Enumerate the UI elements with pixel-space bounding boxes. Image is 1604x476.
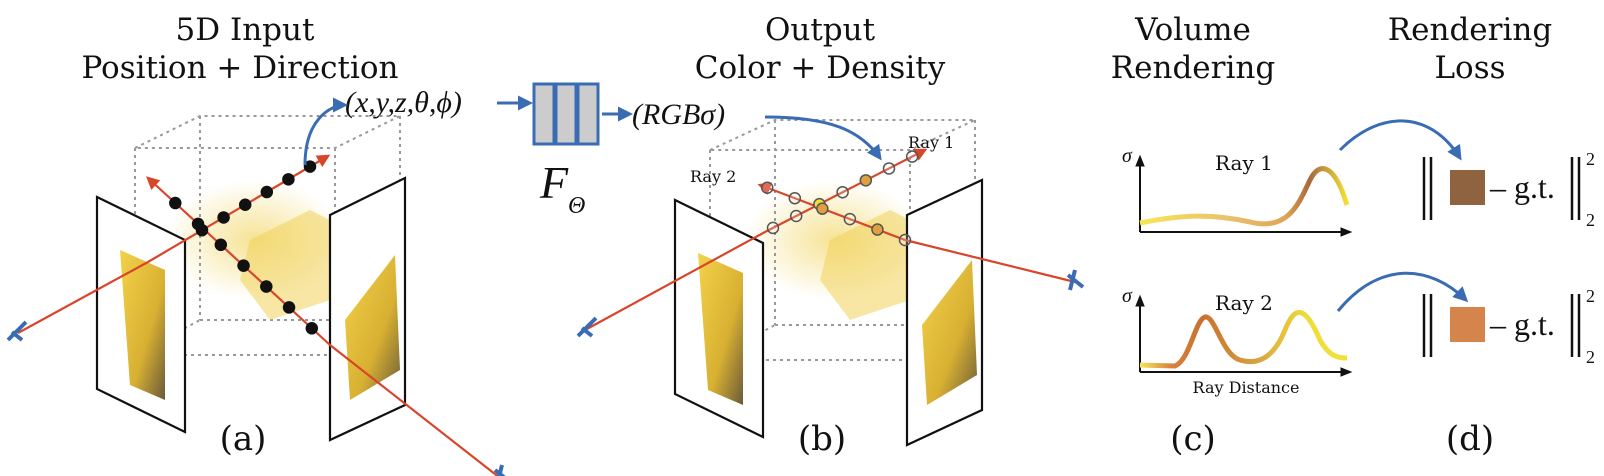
- network-label: F: [539, 157, 569, 208]
- bulldozer-image-right-b: [922, 260, 977, 405]
- sample-point: [303, 160, 317, 173]
- panel-b-scene: Ray 1 Ray 2: [576, 115, 1085, 447]
- norm-superscript-2: 2: [1586, 286, 1595, 306]
- sample-point: [859, 174, 873, 187]
- plot2-x-label: Ray Distance: [1193, 378, 1300, 397]
- title-c-line2: Rendering: [1111, 50, 1275, 86]
- caption-d: (d): [1446, 419, 1494, 459]
- camera-eye-icon: [6, 320, 28, 342]
- sample-points-a: [169, 160, 319, 335]
- sample-point: [789, 209, 803, 223]
- title-d-line1: Rendering: [1388, 12, 1552, 48]
- ray-2-outside: [329, 344, 500, 476]
- panel-c-plots: σ Ray 1 σ Ray 2 Ray Distance: [1122, 145, 1353, 397]
- sample-point: [836, 185, 849, 199]
- ray-1-label: Ray 1: [908, 133, 954, 152]
- sample-point: [905, 150, 919, 163]
- panel-d-loss: – g.t. 2 2 – g.t. 2 2: [1336, 119, 1595, 367]
- minus-gt-1: – g.t.: [1489, 169, 1555, 205]
- sample-point: [237, 259, 250, 272]
- network-icon: [532, 82, 600, 146]
- title-c-line1: Volume: [1134, 12, 1251, 48]
- panel-a-scene: [6, 97, 506, 476]
- plot2-density-curve: [1139, 309, 1348, 369]
- input-curve-arrow: [303, 97, 348, 166]
- loss-term-2: – g.t. 2 2: [1422, 286, 1595, 367]
- sample-point: [217, 211, 230, 224]
- title-a-line1: 5D Input: [176, 12, 315, 48]
- caption-b: (b): [798, 419, 846, 459]
- rendered-color-swatch-1: [1450, 170, 1485, 205]
- sample-points-b: [761, 150, 919, 247]
- camera-eye-icon: [493, 464, 506, 476]
- sample-point: [761, 181, 774, 194]
- render-arrow-2: [1336, 271, 1469, 312]
- ray-2b-outside: [584, 231, 766, 331]
- bulldozer-image-left-b: [698, 253, 743, 405]
- sample-point: [282, 301, 296, 314]
- sample-point: [766, 221, 780, 235]
- title-d-line2: Loss: [1434, 50, 1505, 86]
- loss-term-1: – g.t. 2 2: [1422, 149, 1595, 230]
- sample-point: [843, 212, 857, 226]
- sample-point: [169, 196, 182, 210]
- output-tuple: (RGBσ): [632, 98, 725, 131]
- sample-point: [260, 185, 274, 199]
- plot1-density-curve: [1139, 166, 1350, 227]
- sample-point: [260, 280, 273, 293]
- plot2-title: Ray 2: [1215, 291, 1273, 315]
- ray-1-outside: [17, 261, 149, 334]
- sample-point: [214, 238, 228, 252]
- plot2-y-label: σ: [1122, 285, 1133, 307]
- norm-subscript-2: 2: [1586, 347, 1595, 367]
- minus-gt-2: – g.t.: [1489, 306, 1555, 342]
- caption-a: (a): [220, 419, 267, 459]
- camera-eye-icon: [1066, 269, 1085, 291]
- sample-point: [882, 162, 896, 175]
- title-a-line2: Position + Direction: [81, 50, 398, 86]
- ray-outside-right: [904, 238, 1076, 284]
- sample-point: [305, 322, 319, 335]
- norm-superscript-1: 2: [1586, 149, 1595, 169]
- sample-point: [788, 191, 802, 205]
- render-arrow-1: [1338, 119, 1462, 161]
- network-subscript: Θ: [568, 193, 585, 219]
- caption-c: (c): [1170, 419, 1216, 459]
- plot1-y-label: σ: [1122, 145, 1133, 167]
- sample-point: [191, 217, 205, 231]
- norm-subscript-1: 2: [1586, 210, 1595, 230]
- sample-point: [816, 202, 829, 215]
- sample-point: [898, 233, 912, 247]
- camera-eye-icon: [576, 316, 598, 338]
- rendered-color-swatch-2: [1450, 307, 1485, 342]
- sample-point: [871, 223, 884, 236]
- title-b-line1: Output: [765, 12, 876, 48]
- bulldozer-image-right: [345, 255, 400, 400]
- title-b-line2: Color + Density: [695, 50, 946, 86]
- input-tuple: (x,y,z,θ,ϕ): [345, 86, 462, 119]
- section-titles: 5D Input Position + Direction Output Col…: [81, 12, 1552, 86]
- ray-1: [147, 154, 331, 263]
- bulldozer-image-left: [120, 250, 165, 400]
- ray-2-label: Ray 2: [690, 167, 736, 186]
- output-curve-arrow: [764, 115, 882, 161]
- plot1-title: Ray 1: [1215, 151, 1273, 175]
- sample-point: [238, 198, 252, 212]
- sample-point: [282, 173, 295, 186]
